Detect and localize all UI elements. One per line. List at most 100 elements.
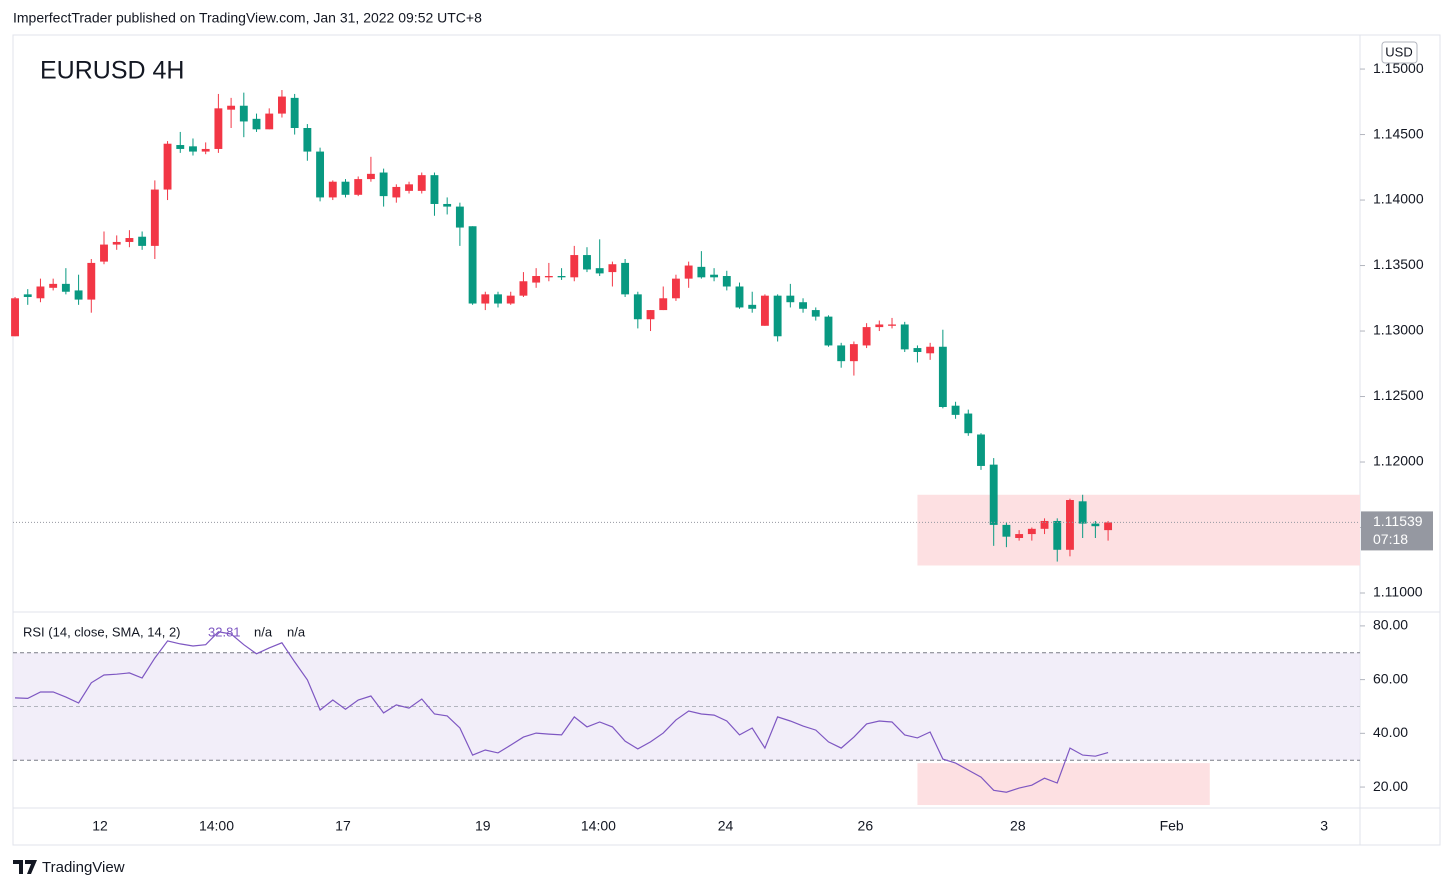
candle-body — [278, 96, 286, 114]
candle-body — [303, 128, 312, 152]
candle-body — [455, 206, 464, 228]
candle-body — [760, 295, 769, 326]
candle-body — [328, 181, 337, 198]
candle-body — [392, 186, 401, 198]
candle-body — [748, 304, 757, 309]
candle-body — [824, 316, 833, 346]
candle-body — [595, 268, 604, 274]
rsi-zone — [917, 763, 1210, 806]
candle-body — [888, 324, 896, 326]
candle-body — [201, 148, 210, 152]
candle-body — [239, 105, 248, 122]
y-tick-label: 80.00 — [1373, 617, 1408, 633]
logo-mark — [13, 860, 37, 874]
frame — [12, 34, 1441, 846]
tv-logo: TradingView — [13, 859, 125, 876]
candle-body — [227, 105, 236, 110]
candle-body — [430, 175, 439, 204]
candle-body — [468, 226, 477, 304]
candle-body — [112, 241, 121, 245]
candle-body — [265, 113, 274, 130]
candle-body — [481, 294, 490, 304]
candle-body — [862, 327, 871, 346]
candle-body — [176, 145, 185, 149]
candle-body — [875, 324, 884, 328]
candle-body — [633, 294, 642, 320]
candle-body — [214, 108, 223, 149]
candle-body — [341, 181, 350, 195]
x-tick-label: 3 — [1320, 818, 1328, 834]
candle-body — [1015, 534, 1024, 538]
rsi-status: n/a — [287, 624, 306, 639]
candle-body — [23, 294, 32, 297]
price-zone — [917, 494, 1360, 566]
y-tick-label: 40.00 — [1373, 724, 1408, 740]
candle-body — [532, 276, 541, 283]
candle-body — [672, 278, 680, 299]
candle-body — [1078, 501, 1087, 524]
last-price-label: 1.11539 — [1373, 513, 1423, 529]
candle-body — [379, 172, 388, 197]
candle-body — [354, 179, 363, 195]
candle-body — [964, 413, 973, 434]
candle-body — [405, 184, 413, 191]
candle-body — [951, 405, 960, 415]
y-tick-label: 1.15000 — [1373, 60, 1424, 76]
candle-body — [252, 118, 261, 130]
candle-body — [773, 295, 782, 337]
x-tick-label: Feb — [1160, 818, 1184, 834]
candle-body — [1002, 524, 1011, 537]
candle-body — [1066, 500, 1074, 550]
candle-body — [799, 302, 807, 309]
candle-body — [443, 203, 452, 207]
candle-body — [710, 274, 719, 278]
candle-body — [913, 348, 922, 352]
candle-body — [1040, 520, 1049, 529]
rsi-value: 32.81 — [208, 624, 241, 639]
candle-body — [1027, 528, 1036, 535]
candle-body — [900, 324, 909, 350]
candle-body — [621, 262, 630, 295]
candle-body — [583, 255, 591, 270]
candle-body — [544, 276, 553, 278]
candle-body — [189, 146, 197, 152]
candle-body — [570, 255, 579, 278]
candle-body — [506, 295, 515, 304]
y-tick-label: 1.14500 — [1373, 125, 1424, 141]
currency: USD — [1385, 44, 1412, 59]
candle-body — [74, 290, 83, 300]
x-tick-label: 17 — [335, 818, 351, 834]
y-tick-label: 1.12500 — [1373, 387, 1424, 403]
candle-body — [100, 244, 108, 262]
x-tick-label: 14:00 — [581, 818, 616, 834]
candle-body — [150, 189, 159, 246]
candle-body — [938, 346, 947, 408]
candle-body — [163, 143, 172, 190]
candle-body — [849, 344, 858, 362]
candle-body — [989, 464, 998, 525]
candle-body — [684, 265, 693, 279]
x-tick-label: 24 — [718, 818, 734, 834]
y-tick-label: 60.00 — [1373, 670, 1408, 686]
x-tick-label: 12 — [92, 818, 108, 834]
candle-body — [87, 262, 96, 300]
currency-box — [1381, 41, 1418, 64]
y-tick-label: 20.00 — [1373, 778, 1408, 794]
candle-body — [138, 236, 147, 246]
candle-body — [61, 283, 70, 292]
candle-body — [1091, 523, 1100, 527]
brand: TradingView — [42, 859, 125, 876]
candle-body — [1104, 522, 1113, 531]
candle-body — [697, 266, 706, 278]
candle-body — [494, 294, 502, 304]
y-tick-label: 1.12000 — [1373, 453, 1424, 469]
byline: ImperfectTrader published on TradingView… — [13, 10, 482, 26]
candle-body — [366, 173, 375, 180]
candle-body — [1053, 520, 1062, 550]
candle-body — [926, 346, 935, 354]
candle-body — [11, 298, 19, 337]
candle-body — [608, 264, 617, 273]
candle-body — [735, 286, 744, 308]
candle-body — [786, 295, 795, 303]
